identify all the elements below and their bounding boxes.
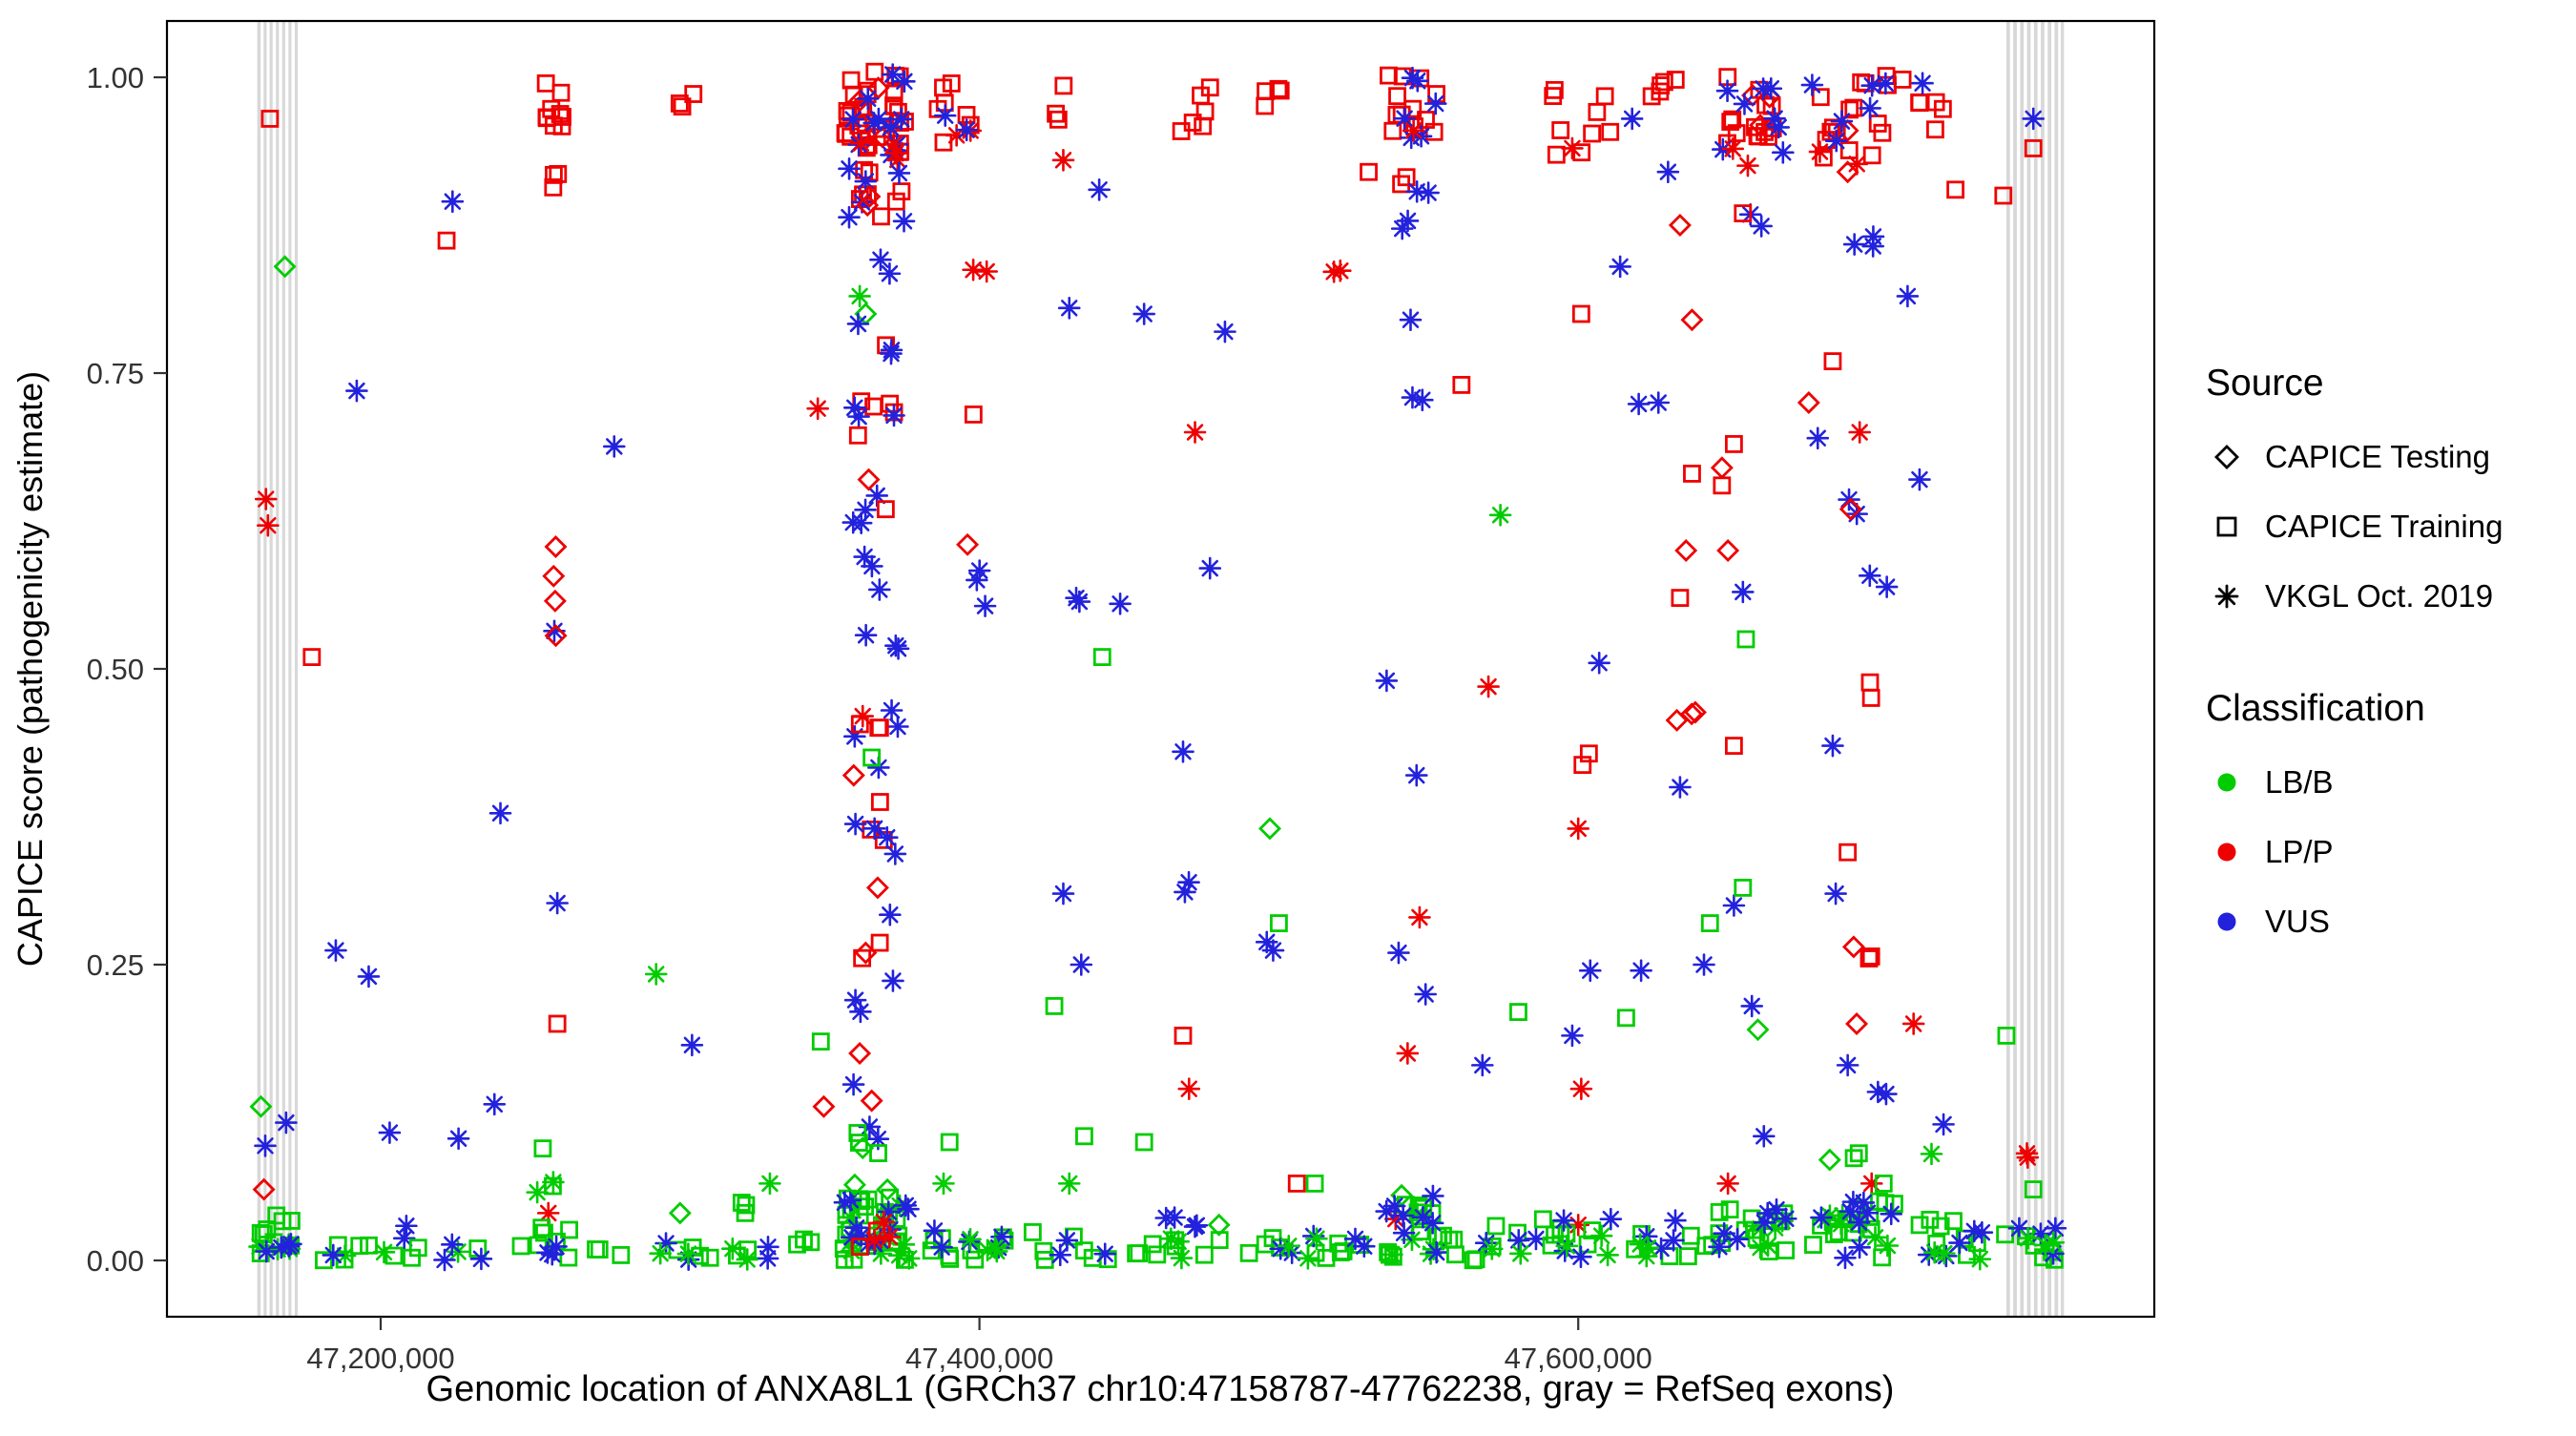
- legend-label: CAPICE Training: [2265, 508, 2503, 544]
- axes: 47,200,000 47,400,000 47,600,000 0.00 0.25 0.…: [87, 61, 1652, 1375]
- y-tick-label: 1.00: [87, 61, 144, 94]
- legend-item-vkgl: VKGL Oct. 2019: [2206, 561, 2503, 631]
- y-tick-label: 0.75: [87, 357, 144, 390]
- x-tick-label: 47,400,000: [905, 1342, 1053, 1375]
- x-axis-title: Genomic location of ANXA8L1 (GRCh37 chr1…: [426, 1369, 1895, 1409]
- legend-label: VUS: [2265, 903, 2330, 939]
- legend-item-lpp: LP/P: [2206, 817, 2503, 886]
- x-tick-label: 47,200,000: [306, 1342, 454, 1375]
- legend-source-title: Source: [2206, 363, 2324, 404]
- y-axis-title: CAPICE score (pathogenicity estimate): [10, 371, 50, 967]
- legend-item-capice-training: CAPICE Training: [2206, 491, 2503, 561]
- x-tick-label: 47,600,000: [1505, 1342, 1652, 1375]
- legend-classification-title: Classification: [2206, 688, 2425, 729]
- legend-label: VKGL Oct. 2019: [2265, 577, 2494, 614]
- panel-border: [165, 19, 2156, 1319]
- green-dot-icon: [2217, 773, 2236, 791]
- legend: Source CAPICE Testing CAPICE Training VK…: [2206, 363, 2503, 956]
- diamond-icon: [2214, 444, 2239, 469]
- legend-item-vus: VUS: [2206, 886, 2503, 956]
- y-tick-label: 0.50: [87, 653, 144, 686]
- blue-dot-icon: [2217, 912, 2236, 930]
- asterisk-icon: [2214, 584, 2239, 608]
- y-tick-label: 0.00: [87, 1244, 144, 1278]
- legend-item-capice-testing: CAPICE Testing: [2206, 422, 2503, 491]
- exon-bands: [257, 21, 2065, 1317]
- legend-label: CAPICE Testing: [2265, 438, 2490, 474]
- y-tick-label: 0.25: [87, 948, 144, 982]
- legend-item-lbb: LB/B: [2206, 747, 2503, 817]
- square-icon: [2216, 516, 2237, 536]
- data-points: [248, 62, 2067, 1272]
- legend-label: LP/P: [2265, 833, 2334, 869]
- red-dot-icon: [2217, 843, 2236, 861]
- legend-label: LB/B: [2265, 763, 2334, 800]
